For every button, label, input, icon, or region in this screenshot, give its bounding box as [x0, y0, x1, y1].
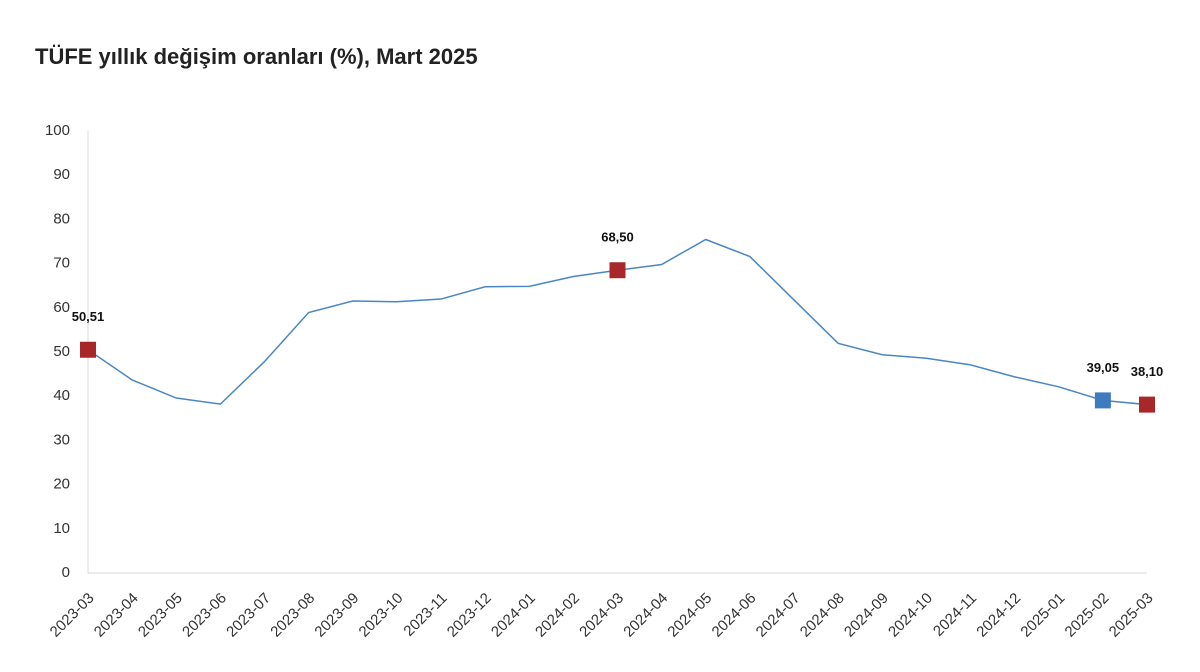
x-tick-label: 2025-01	[1017, 590, 1068, 641]
x-tick-label: 2024-07	[753, 590, 804, 641]
marker	[1139, 396, 1155, 413]
y-tick-label: 0	[62, 564, 70, 581]
x-tick-label: 2024-06	[709, 590, 760, 641]
x-tick-label: 2024-02	[532, 590, 583, 641]
x-tick-label: 2023-11	[400, 590, 450, 640]
x-tick-label: 2024-04	[620, 590, 671, 641]
value-label: 68,50	[601, 230, 634, 245]
y-tick-label: 30	[53, 431, 70, 448]
x-tick-label: 2024-05	[664, 590, 715, 641]
value-label: 38,10	[1131, 364, 1164, 379]
x-tick-label: 2024-09	[841, 590, 892, 641]
x-tick-label: 2024-12	[973, 590, 1024, 641]
y-tick-label: 70	[53, 255, 70, 272]
x-tick-label: 2025-03	[1106, 590, 1157, 641]
value-label: 39,05	[1087, 360, 1120, 375]
y-tick-label: 80	[53, 210, 70, 227]
x-tick-label: 2023-04	[91, 590, 142, 641]
x-tick-label: 2023-03	[47, 590, 98, 641]
x-tick-label: 2023-08	[267, 590, 318, 641]
marker	[609, 262, 626, 279]
y-tick-label: 60	[53, 299, 70, 316]
x-tick-label: 2023-07	[223, 590, 274, 641]
marker	[80, 341, 96, 358]
marker	[1094, 392, 1111, 409]
y-tick-label: 40	[53, 387, 70, 404]
chart-title: TÜFE yıllık değişim oranları (%), Mart 2…	[35, 44, 478, 69]
x-tick-label: 2024-08	[797, 590, 848, 641]
y-tick-label: 90	[53, 166, 70, 183]
x-tick-label: 2024-03	[576, 590, 627, 641]
x-tick-label: 2023-12	[444, 590, 495, 641]
x-tick-label: 2023-10	[356, 590, 407, 641]
x-tick-label: 2023-05	[135, 590, 186, 641]
value-label: 50,51	[72, 309, 105, 324]
x-tick-label: 2025-02	[1062, 590, 1113, 641]
y-tick-label: 50	[53, 343, 70, 360]
y-tick-label: 10	[53, 520, 70, 537]
y-tick-label: 20	[53, 476, 70, 493]
x-tick-label: 2024-11	[930, 590, 980, 640]
y-tick-label: 100	[45, 122, 70, 139]
x-tick-label: 2024-10	[885, 590, 936, 641]
x-tick-label: 2024-01	[488, 590, 539, 641]
x-tick-label: 2023-06	[179, 590, 230, 641]
x-tick-label: 2023-09	[311, 590, 362, 641]
